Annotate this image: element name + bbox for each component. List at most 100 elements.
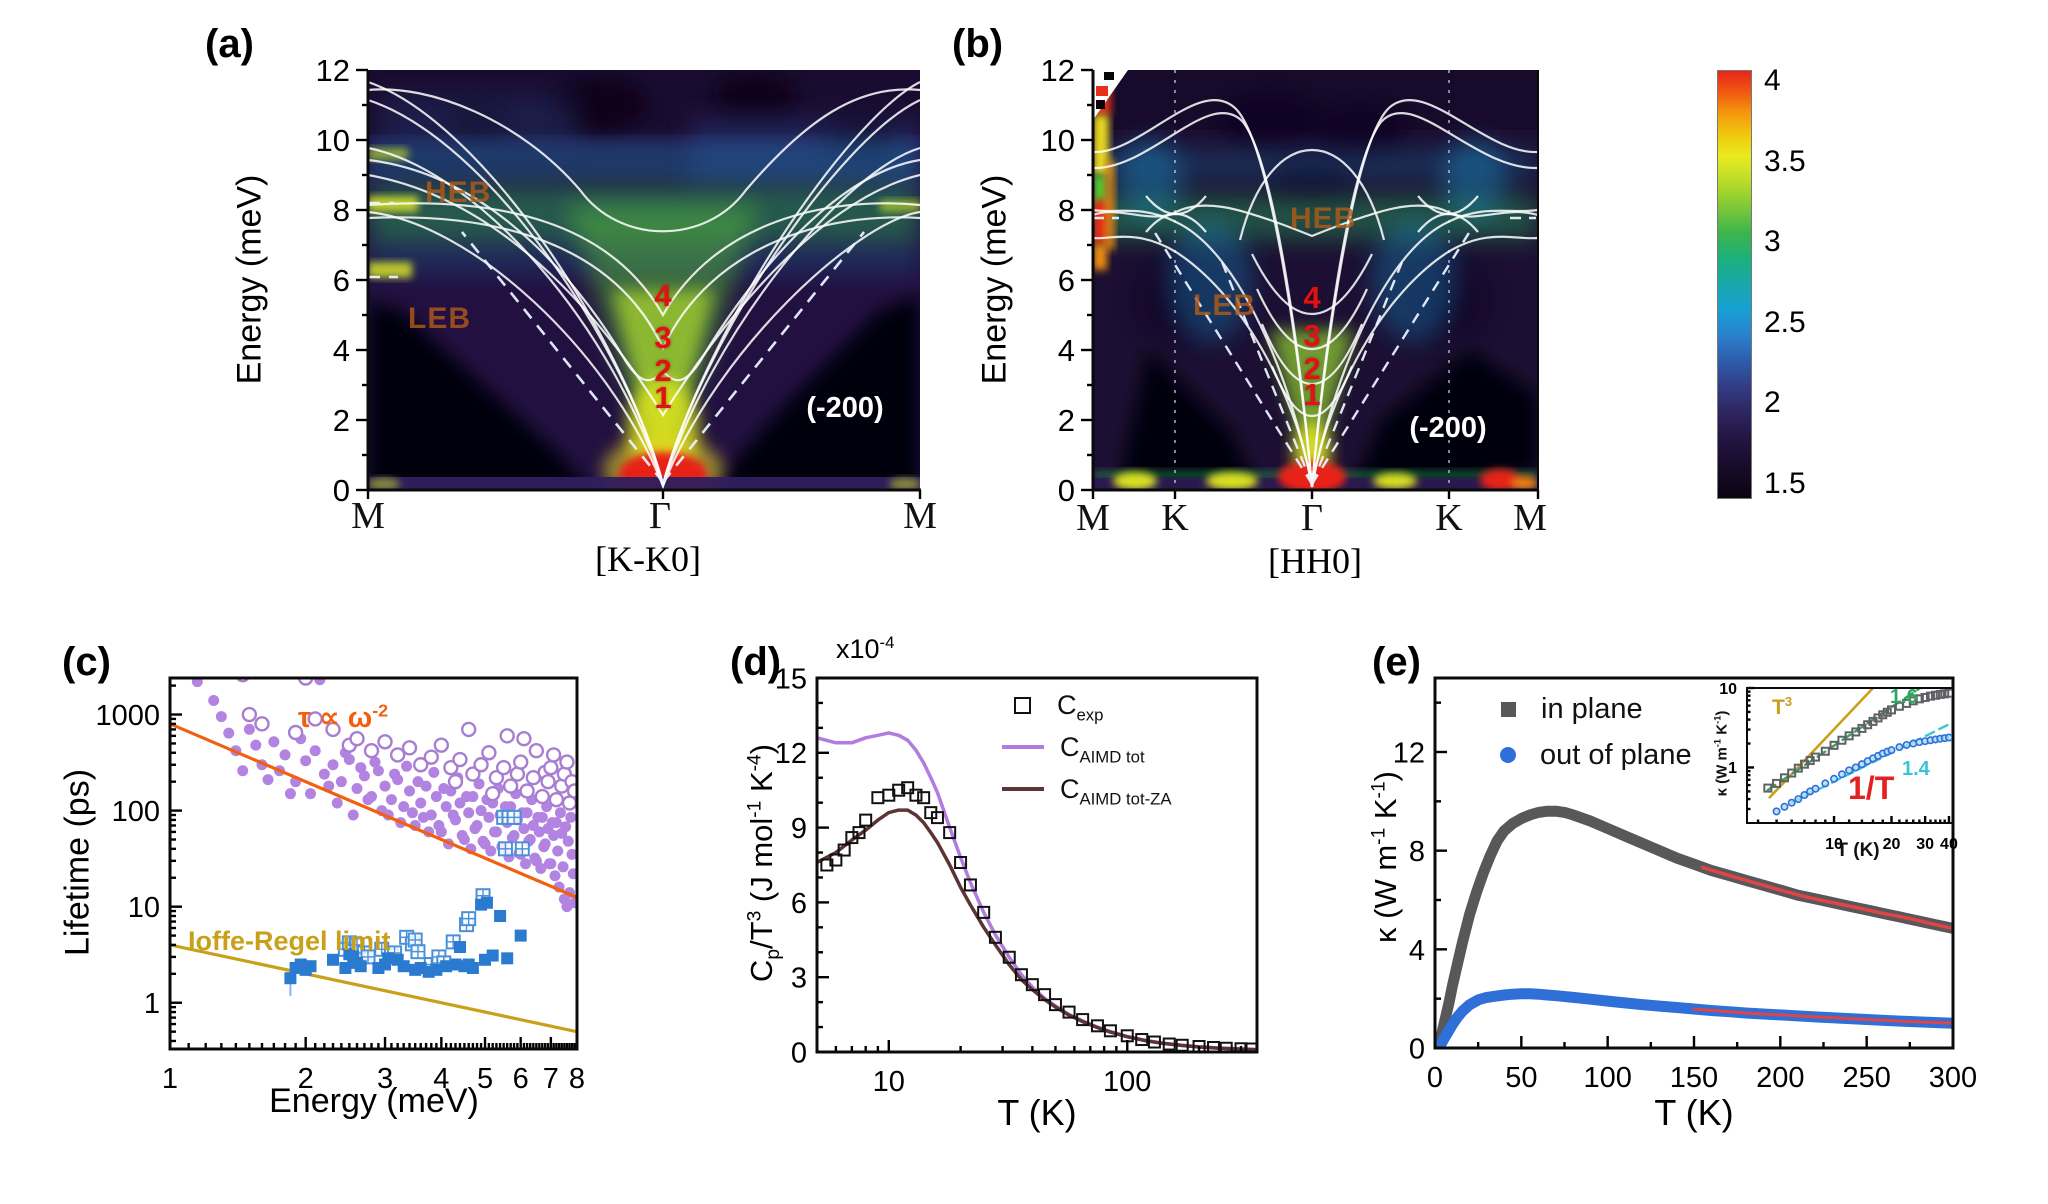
panel-b-mode-2: 2 bbox=[1303, 351, 1321, 386]
series-ioffe-regel-line bbox=[170, 943, 577, 1034]
tick-label: 300 bbox=[1929, 1062, 1977, 1094]
series-fit-1overT-inplane bbox=[1700, 865, 1953, 931]
tick-label: 1 bbox=[1728, 760, 1737, 777]
tick-label: 6 bbox=[791, 888, 807, 920]
panel-b-label: (b) bbox=[952, 22, 1004, 66]
panel-a-xlabel-M-right: M bbox=[903, 495, 937, 537]
tick-label: 12 bbox=[1393, 737, 1425, 769]
panel-c-x-axis-title: Energy (meV) bbox=[269, 1082, 479, 1120]
tick-label: 10 bbox=[1041, 123, 1075, 158]
panel-b-mode-4: 4 bbox=[1303, 280, 1321, 315]
tick-label: 20 bbox=[1883, 836, 1901, 853]
tick-label: 10 bbox=[316, 123, 350, 158]
colorbar-tick-1.5: 1.5 bbox=[1764, 467, 1806, 500]
tick-label: 100 bbox=[1583, 1062, 1631, 1094]
series-group bbox=[1435, 805, 1953, 1048]
chart-e_inset: 10 20 30 40 1 10 bbox=[1719, 681, 1958, 853]
legend-label: out of plane bbox=[1540, 738, 1692, 771]
tick-label: 8 bbox=[1409, 836, 1425, 868]
panel-a-mode-3: 3 bbox=[654, 320, 672, 355]
legend-item-0: Cexp bbox=[1002, 687, 1172, 723]
panel-b-y-axis-title: Energy (meV) bbox=[975, 174, 1014, 385]
tick-label: 5 bbox=[477, 1063, 493, 1095]
tick-label: 12 bbox=[1041, 53, 1075, 88]
tick-label: 0 bbox=[1058, 473, 1075, 508]
panel-b-xlabel-gamma: Γ bbox=[1301, 497, 1323, 539]
panel-a-xlabel-M-left: M bbox=[351, 495, 385, 537]
panel-e-label: (e) bbox=[1372, 640, 1421, 684]
tick-label: 0 bbox=[333, 473, 350, 508]
tick-label: 9 bbox=[791, 813, 807, 845]
legend-item-0: in plane bbox=[1490, 689, 1692, 729]
series-out-of-plane-pts bbox=[1772, 733, 1953, 816]
inset-y-axis-title: κ (W m-1 K-1) bbox=[1712, 710, 1731, 797]
tick-label: 50 bbox=[1505, 1062, 1537, 1094]
panel-d-y-axis-title: Cp/T3 (J mol-1 K-4) bbox=[744, 743, 785, 983]
tick-label: 4 bbox=[1409, 935, 1425, 967]
panel-b-mode-3: 3 bbox=[1303, 318, 1321, 353]
tick-label: 30 bbox=[1916, 836, 1934, 853]
series-C_exp bbox=[820, 781, 1257, 1052]
tick-label: 2 bbox=[1058, 403, 1075, 438]
inset-x-axis-title: T (K) bbox=[1836, 840, 1880, 861]
tick-label: 6 bbox=[333, 263, 350, 298]
legend-item-1: out of plane bbox=[1490, 735, 1692, 775]
tick-label: 6 bbox=[513, 1063, 529, 1095]
tick-label: 150 bbox=[1670, 1062, 1718, 1094]
tick-label: 4 bbox=[433, 1063, 449, 1095]
panel-d-scale-note: x10-4 bbox=[836, 633, 895, 664]
legend-label: Cexp bbox=[1057, 689, 1104, 724]
tau-omega-annotation: τ ∝ ω-2 bbox=[298, 700, 389, 734]
one-over-T-annotation: 1/T bbox=[1848, 770, 1895, 806]
tick-label: 250 bbox=[1842, 1062, 1890, 1094]
open-square-marker bbox=[1014, 696, 1031, 714]
colorbar-tick-2: 2 bbox=[1764, 386, 1781, 420]
tick-label: 1000 bbox=[95, 700, 160, 732]
circle-marker bbox=[1500, 747, 1516, 763]
tick-label: 10 bbox=[1825, 836, 1843, 853]
panel-d-label: (d) bbox=[730, 640, 782, 684]
legend-item-2: CAIMD tot-ZA bbox=[1002, 771, 1172, 807]
panel-a-label: (a) bbox=[205, 22, 254, 66]
panel-b-xlabel-K-left: K bbox=[1161, 497, 1189, 539]
square-marker bbox=[1501, 701, 1516, 717]
colorbar-tick-2.5: 2.5 bbox=[1764, 305, 1806, 339]
panel-a-mode-1: 1 bbox=[654, 380, 672, 415]
series-calc-lifetime-open bbox=[235, 678, 577, 811]
line-marker bbox=[1002, 745, 1044, 749]
chart-d: 10 100 0 3 6 9 12 15 bbox=[775, 663, 1259, 1098]
panel-b-leb-label: LEB bbox=[1193, 289, 1256, 322]
slope-1p4-annotation: 1.4 bbox=[1902, 758, 1930, 780]
series-fit-1overT-outplane bbox=[1692, 1007, 1953, 1025]
colorbar-tick-3: 3 bbox=[1764, 225, 1781, 259]
series-group bbox=[170, 678, 577, 1034]
panel-b-x-axis-title: [HH0] bbox=[1268, 541, 1362, 581]
plot-frame bbox=[1433, 676, 1955, 1050]
panel-e-y-axis-title: κ (W m-1 K-1) bbox=[1368, 771, 1403, 943]
tick-label: 12 bbox=[316, 53, 350, 88]
tick-label: 2 bbox=[298, 1063, 314, 1095]
tick-label: 6 bbox=[1058, 263, 1075, 298]
panel-a-x-axis-title: [K-K0] bbox=[595, 539, 701, 579]
tick-label: 3 bbox=[377, 1063, 393, 1095]
panel-a-heb-label: HEB bbox=[425, 176, 492, 209]
panel-d-legend: Cexp CAIMD tot CAIMD tot-ZA bbox=[1002, 684, 1172, 810]
tick-label: 0 bbox=[1427, 1062, 1443, 1094]
plot-frame bbox=[815, 676, 1259, 1054]
series-meas-lifetime-filled bbox=[284, 896, 527, 985]
tick-label: 1 bbox=[144, 988, 160, 1020]
chart-e: 0 50 100 150 200 250 300 0 4 8 12 bbox=[1393, 676, 1977, 1094]
colorbar-tick-4: 4 bbox=[1764, 64, 1781, 97]
panel-b-heb-label: HEB bbox=[1290, 202, 1357, 235]
series-C_AIMD_tot-ZA bbox=[817, 808, 1256, 1052]
panel-b-bragg-tag: (-200) bbox=[1409, 412, 1487, 444]
panel-a-xlabel-gamma: Γ bbox=[649, 495, 671, 537]
tick-label: 0 bbox=[1409, 1033, 1425, 1065]
plot-frame bbox=[168, 676, 579, 1051]
panel-c-label: (c) bbox=[62, 640, 111, 684]
panel-a-dispersion-curves bbox=[368, 80, 920, 490]
tick-label: 10 bbox=[1719, 681, 1737, 698]
